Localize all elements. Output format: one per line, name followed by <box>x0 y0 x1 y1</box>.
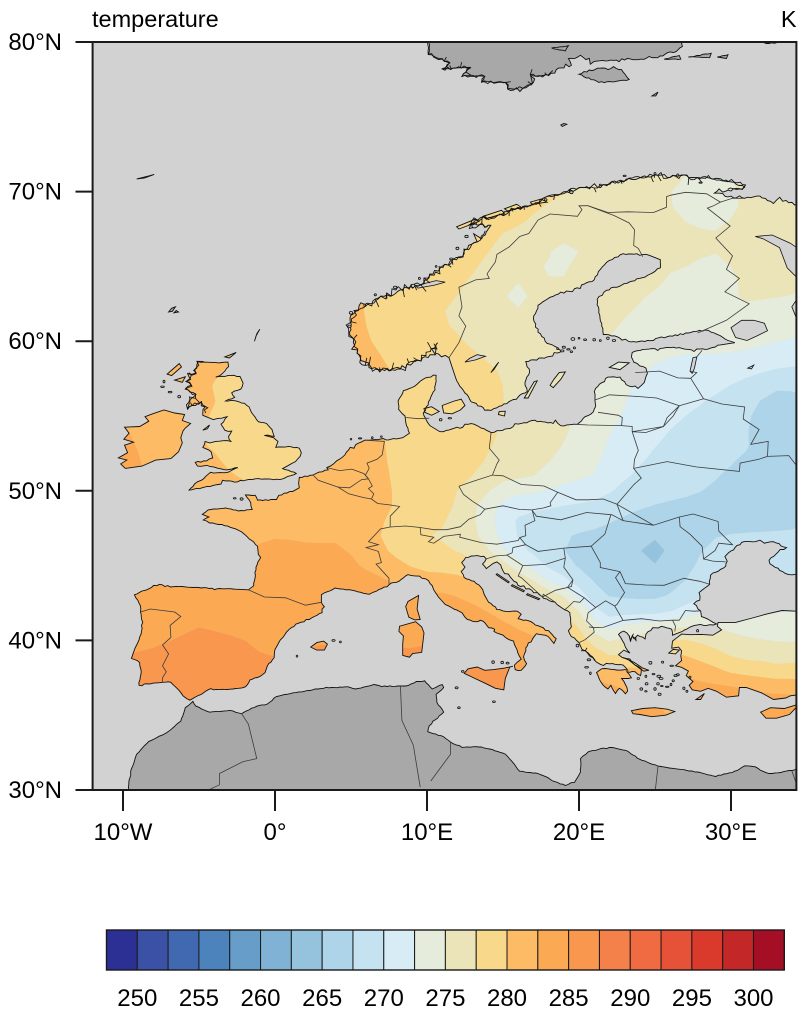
svg-text:275: 275 <box>425 985 465 1012</box>
svg-text:255: 255 <box>179 985 219 1012</box>
svg-text:270: 270 <box>364 985 404 1012</box>
svg-text:70°N: 70°N <box>8 179 62 206</box>
svg-text:285: 285 <box>549 985 589 1012</box>
svg-text:290: 290 <box>610 985 650 1012</box>
svg-text:295: 295 <box>672 985 712 1012</box>
svg-text:250: 250 <box>117 985 157 1012</box>
svg-text:80°N: 80°N <box>8 29 62 56</box>
svg-text:0°: 0° <box>264 819 287 846</box>
svg-text:265: 265 <box>302 985 342 1012</box>
svg-text:20°E: 20°E <box>553 819 605 846</box>
svg-text:10°W: 10°W <box>94 819 153 846</box>
svg-text:300: 300 <box>733 985 773 1012</box>
svg-text:30°N: 30°N <box>8 777 62 804</box>
svg-text:temperature: temperature <box>92 6 219 32</box>
svg-text:60°N: 60°N <box>8 328 62 355</box>
svg-text:40°N: 40°N <box>8 627 62 654</box>
svg-text:30°E: 30°E <box>705 819 757 846</box>
svg-text:260: 260 <box>240 985 280 1012</box>
svg-text:50°N: 50°N <box>8 478 62 505</box>
svg-text:K: K <box>781 6 797 32</box>
svg-text:10°E: 10°E <box>401 819 453 846</box>
svg-text:280: 280 <box>487 985 527 1012</box>
